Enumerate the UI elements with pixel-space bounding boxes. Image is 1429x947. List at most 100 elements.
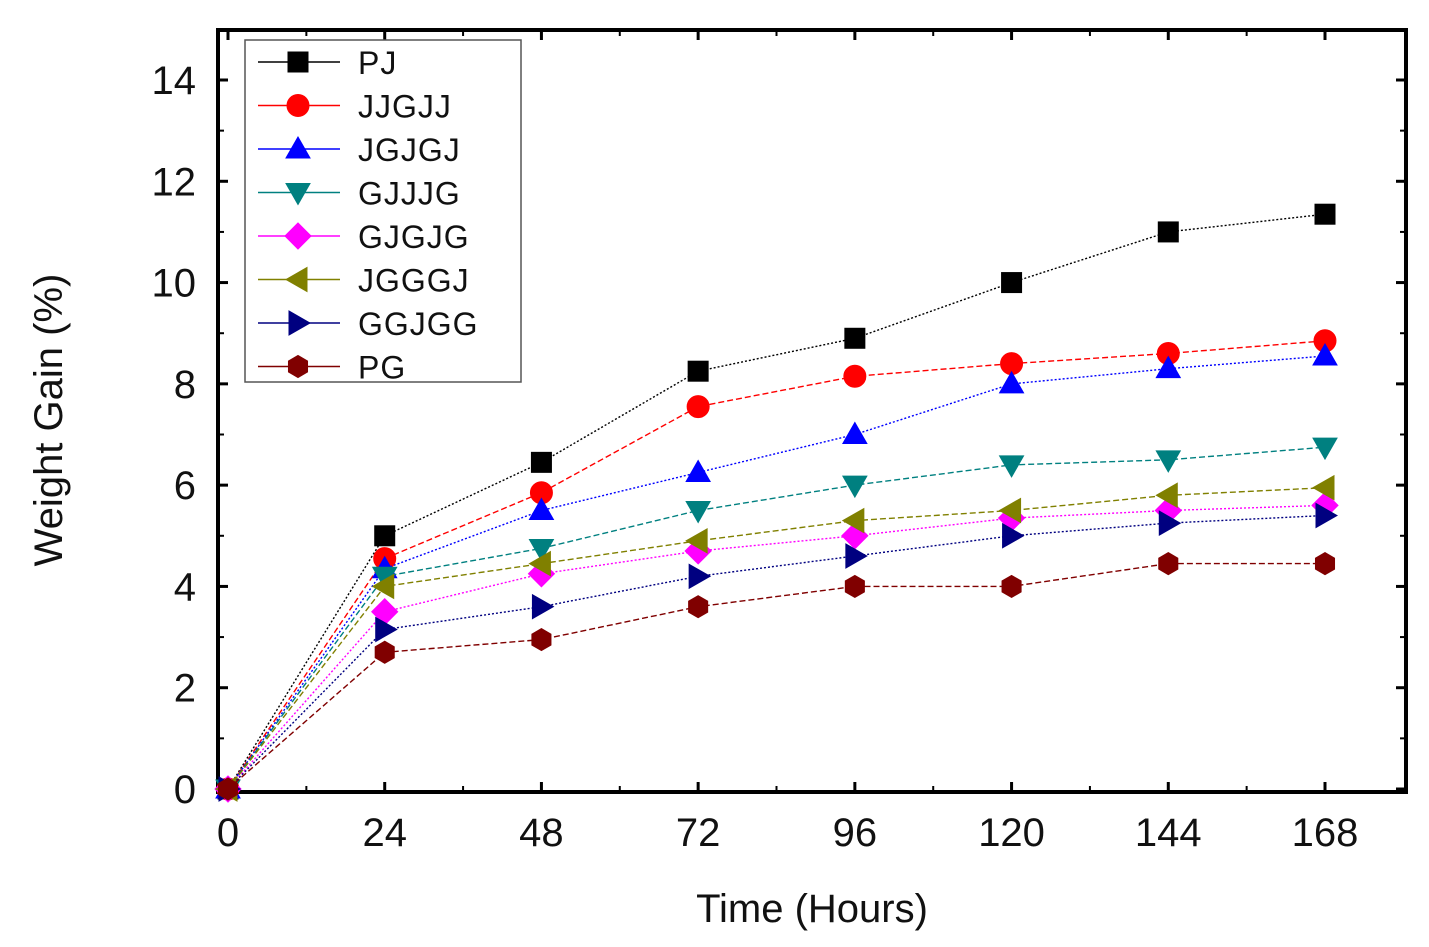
y-tick-label: 8 [174,363,196,407]
legend-label: JGGGJ [358,263,470,299]
data-point [371,573,395,600]
y-axis-title: Weight Gain (%) [27,274,71,567]
y-tick-label: 0 [174,768,196,812]
x-tick-label: 96 [833,811,878,855]
y-tick-label: 10 [152,262,197,306]
series-line [227,340,1326,790]
data-point [688,595,709,619]
legend-item-pg: PG [258,350,406,386]
legend-marker [286,94,310,117]
x-tick-label: 168 [1292,811,1359,855]
data-point [998,455,1025,478]
legend-label: GGJGG [358,306,479,342]
data-point [1002,522,1025,549]
data-point [374,525,396,547]
data-point [530,451,552,473]
legend-marker [287,354,309,379]
x-tick-label: 0 [217,811,239,855]
legend-label: PJ [358,45,397,81]
series-jjgjj [216,329,1337,801]
data-point [841,421,868,444]
data-point [528,538,555,562]
series-line [227,446,1326,790]
data-point [844,327,866,349]
data-point [843,364,867,388]
series-line [227,514,1326,790]
series-line [227,562,1325,790]
data-point [687,360,709,382]
legend-label: GJGJG [358,219,470,255]
series-pg [217,552,1336,801]
data-point [1315,502,1339,529]
data-point [374,640,395,664]
y-tick-label: 4 [174,565,196,609]
series-layer [214,203,1339,803]
y-tick-label: 12 [152,160,197,204]
data-point [531,593,555,620]
data-point [685,527,708,554]
y-tick-label: 14 [152,59,197,103]
legend-marker [284,222,312,250]
x-axis-title: Time (Hours) [696,887,928,931]
data-point [998,370,1025,394]
x-tick-label: 120 [978,811,1045,855]
data-point [375,616,398,643]
data-point [845,543,868,569]
x-tick-label: 24 [362,811,407,855]
legend-item-pj: PJ [258,45,397,81]
data-point [841,507,865,534]
data-point [685,500,712,524]
series-line [227,487,1326,790]
data-point [841,475,868,499]
data-point [217,777,239,801]
data-point [1312,437,1338,461]
x-tick-label: 48 [519,811,564,855]
y-tick-label: 2 [174,667,196,711]
legend-item-jjgjj: JJGJJ [258,89,452,125]
data-point [531,628,552,652]
legend-label: JJGJJ [358,89,452,125]
data-point [1311,474,1335,501]
legend-label: JGJGJ [358,132,461,168]
data-point [528,550,551,577]
legend-marker [287,51,309,73]
legend-label: PG [358,350,406,386]
legend-marker [285,135,311,159]
legend-marker [284,266,308,293]
series-line [227,213,1326,790]
data-point [686,395,710,419]
data-point [528,497,555,520]
data-point [1312,342,1338,366]
legend-item-gjjjg: GJJJG [258,176,461,212]
data-point [1314,203,1336,225]
legend-marker [285,183,311,206]
y-tick-label: 6 [174,464,196,508]
data-point [844,574,865,599]
legend-item-ggjgg: GGJGG [258,306,479,342]
data-point [1314,552,1336,576]
data-point [1001,574,1022,599]
legend-item-gjgjg: GJGJG [258,219,470,255]
data-point [1155,355,1182,379]
series-jgggj [214,474,1335,802]
data-point [1157,221,1179,243]
x-tick-label: 72 [676,811,721,855]
data-point [688,563,712,590]
data-point [1158,552,1179,576]
series-pj [217,203,1336,800]
data-point [685,459,712,482]
legend-label: GJJJG [358,176,461,212]
x-tick-label: 144 [1135,811,1202,855]
legend-marker [288,310,312,336]
legend-item-jgjgj: JGJGJ [258,132,461,168]
data-point [1155,450,1182,473]
data-point [998,497,1022,524]
legend: PJ JJGJJ JGJGJ GJJJG GJGJG JGGGJ GGJGG PG [244,39,522,386]
legend-item-jgggj: JGGGJ [258,263,470,299]
data-point [1158,510,1182,536]
data-point [1155,482,1178,509]
data-point [1001,272,1023,294]
